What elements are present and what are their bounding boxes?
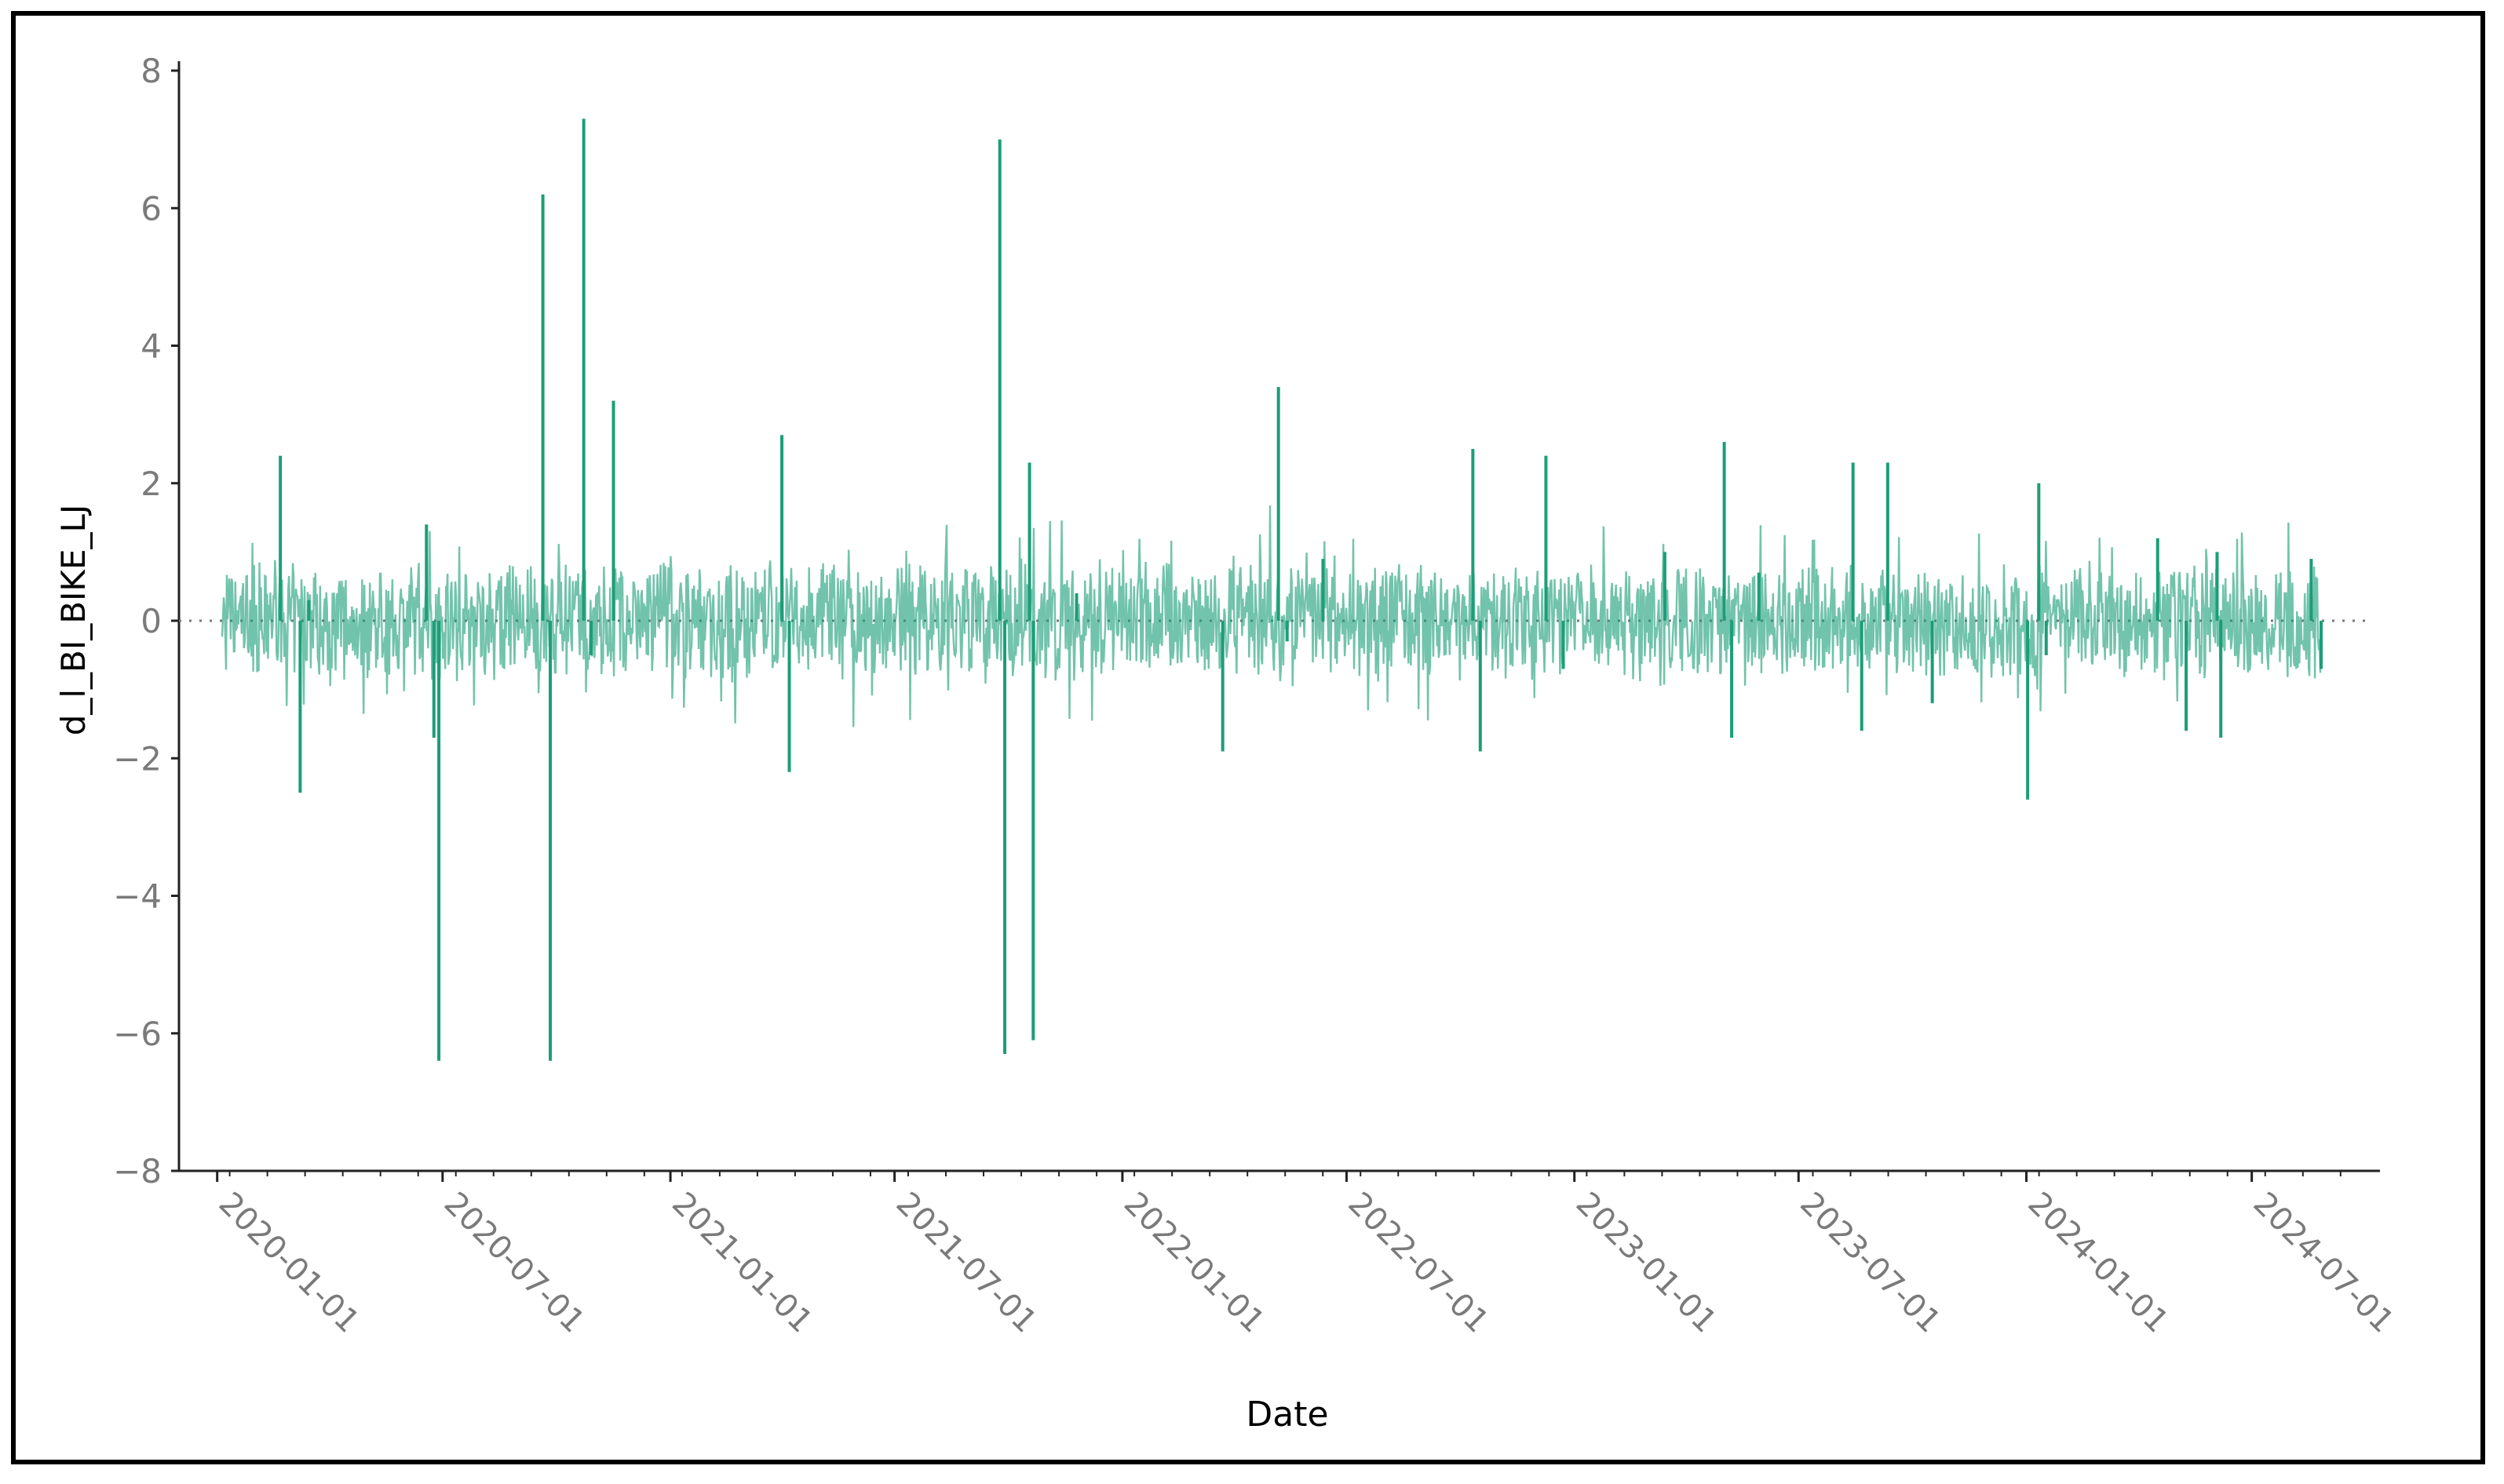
y-axis-ticks: −8 −6 −4 −2 0 2 4 6 8: [113, 52, 179, 1190]
x-tick-label: 2021-07-01: [889, 1186, 1044, 1340]
x-tick-label: 2024-01-01: [2020, 1186, 2175, 1340]
x-axis-title: Date: [1246, 1395, 1328, 1435]
x-tick-label: 2022-01-01: [1117, 1186, 1272, 1340]
y-tick-label: 4: [141, 327, 162, 366]
x-tick-label: 2023-07-01: [1793, 1186, 1947, 1340]
x-tick-label: 2020-07-01: [437, 1186, 592, 1340]
axes: [177, 61, 2380, 1172]
y-tick-label: −2: [113, 739, 162, 778]
y-tick-label: 2: [141, 465, 162, 503]
y-tick-label: −6: [113, 1015, 162, 1053]
x-axis-ticks: 2020-01-01 2020-07-01 2021-01-01 2021-07-01…: [212, 1171, 2401, 1340]
y-axis-title: d_l_BI_BIKE_LJ: [54, 505, 93, 736]
x-tick-label: 2022-07-01: [1341, 1186, 1495, 1340]
y-tick-label: 0: [141, 602, 162, 640]
x-tick-label: 2020-01-01: [212, 1186, 367, 1340]
x-tick-label: 2023-01-01: [1569, 1186, 1724, 1340]
line-chart: −8 −6 −4 −2 0 2 4 6 8 2020-01-01 2020-07-01 2021-0…: [54, 52, 2401, 1435]
y-tick-label: −4: [113, 877, 162, 916]
series-layer: [221, 119, 2323, 1061]
x-tick-label: 2021-01-01: [665, 1186, 819, 1340]
series-noise-band: [221, 505, 2322, 727]
x-tick-label: 2024-07-01: [2247, 1186, 2401, 1340]
y-tick-label: 6: [141, 189, 162, 228]
y-tick-label: 8: [141, 52, 162, 90]
y-tick-label: −8: [113, 1152, 162, 1190]
chart-frame: −8 −6 −4 −2 0 2 4 6 8 2020-01-01 2020-07-01 2021-0…: [11, 11, 2485, 1464]
